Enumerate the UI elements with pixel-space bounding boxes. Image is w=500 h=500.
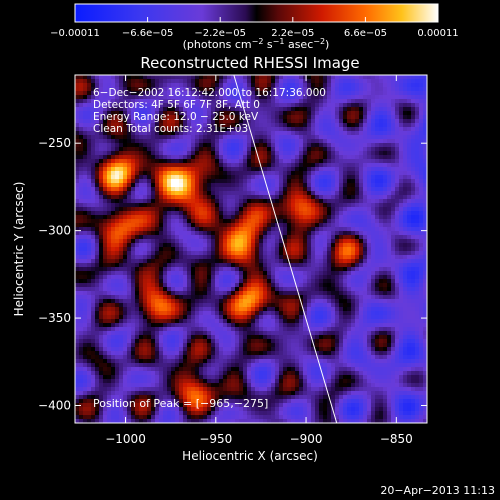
y-tick-label: −350	[38, 311, 71, 325]
x-tick-label: −850	[380, 432, 413, 446]
annotation-line: Energy Range: 12.0 − 25.0 keV	[93, 111, 259, 123]
y-tick-label: −250	[38, 136, 71, 150]
colorbar-tick-label: 0.00011	[417, 28, 458, 39]
colorbar-tick-label: 2.2e−05	[271, 28, 314, 39]
peak-position-label: Position of Peak = [−965,−275]	[93, 397, 268, 410]
colorbar	[74, 3, 439, 23]
colorbar-tick-label: 6.6e−05	[344, 28, 387, 39]
x-tick-label: −900	[290, 432, 323, 446]
solar-limb-line	[233, 75, 338, 423]
annotation-block: 6−Dec−2002 16:12:42.000 to 16:17:36.000D…	[93, 87, 326, 135]
x-tick-label: −950	[199, 432, 232, 446]
y-axis-ticks: −250 −300 −350 −400	[38, 136, 427, 413]
chart-title: Reconstructed RHESSI Image	[140, 54, 359, 72]
x-axis-label: Heliocentric X (arcsec)	[182, 449, 318, 463]
colorbar-units: (photons cm−2 s−1 asec−2)	[183, 37, 330, 51]
colorbar-ticks: −0.00011 −6.6e−05 −2.2e−05 2.2e−05 6.6e−05 0.…	[50, 17, 459, 39]
y-tick-label: −300	[38, 224, 71, 238]
annotation-line: 6−Dec−2002 16:12:42.000 to 16:17:36.000	[93, 87, 326, 99]
annotation-line: Detectors: 4F 5F 6F 7F 8F, Att 0	[93, 99, 260, 111]
x-axis-ticks: −1000 −950 −900 −850	[105, 75, 413, 446]
colorbar-tick-label: −0.00011	[50, 28, 100, 39]
plot-frame	[74, 74, 428, 424]
annotation-line: Clean Total counts: 2.31E+03	[93, 123, 248, 135]
x-tick-label: −1000	[105, 432, 146, 446]
colorbar-tick-label: −6.6e−05	[122, 28, 174, 39]
footer-timestamp: 20−Apr−2013 11:13	[380, 484, 495, 497]
y-axis-label: Heliocentric Y (arcsec)	[12, 182, 26, 317]
y-tick-label: −400	[38, 399, 71, 413]
colorbar-tick-label: −2.2e−05	[194, 28, 246, 39]
